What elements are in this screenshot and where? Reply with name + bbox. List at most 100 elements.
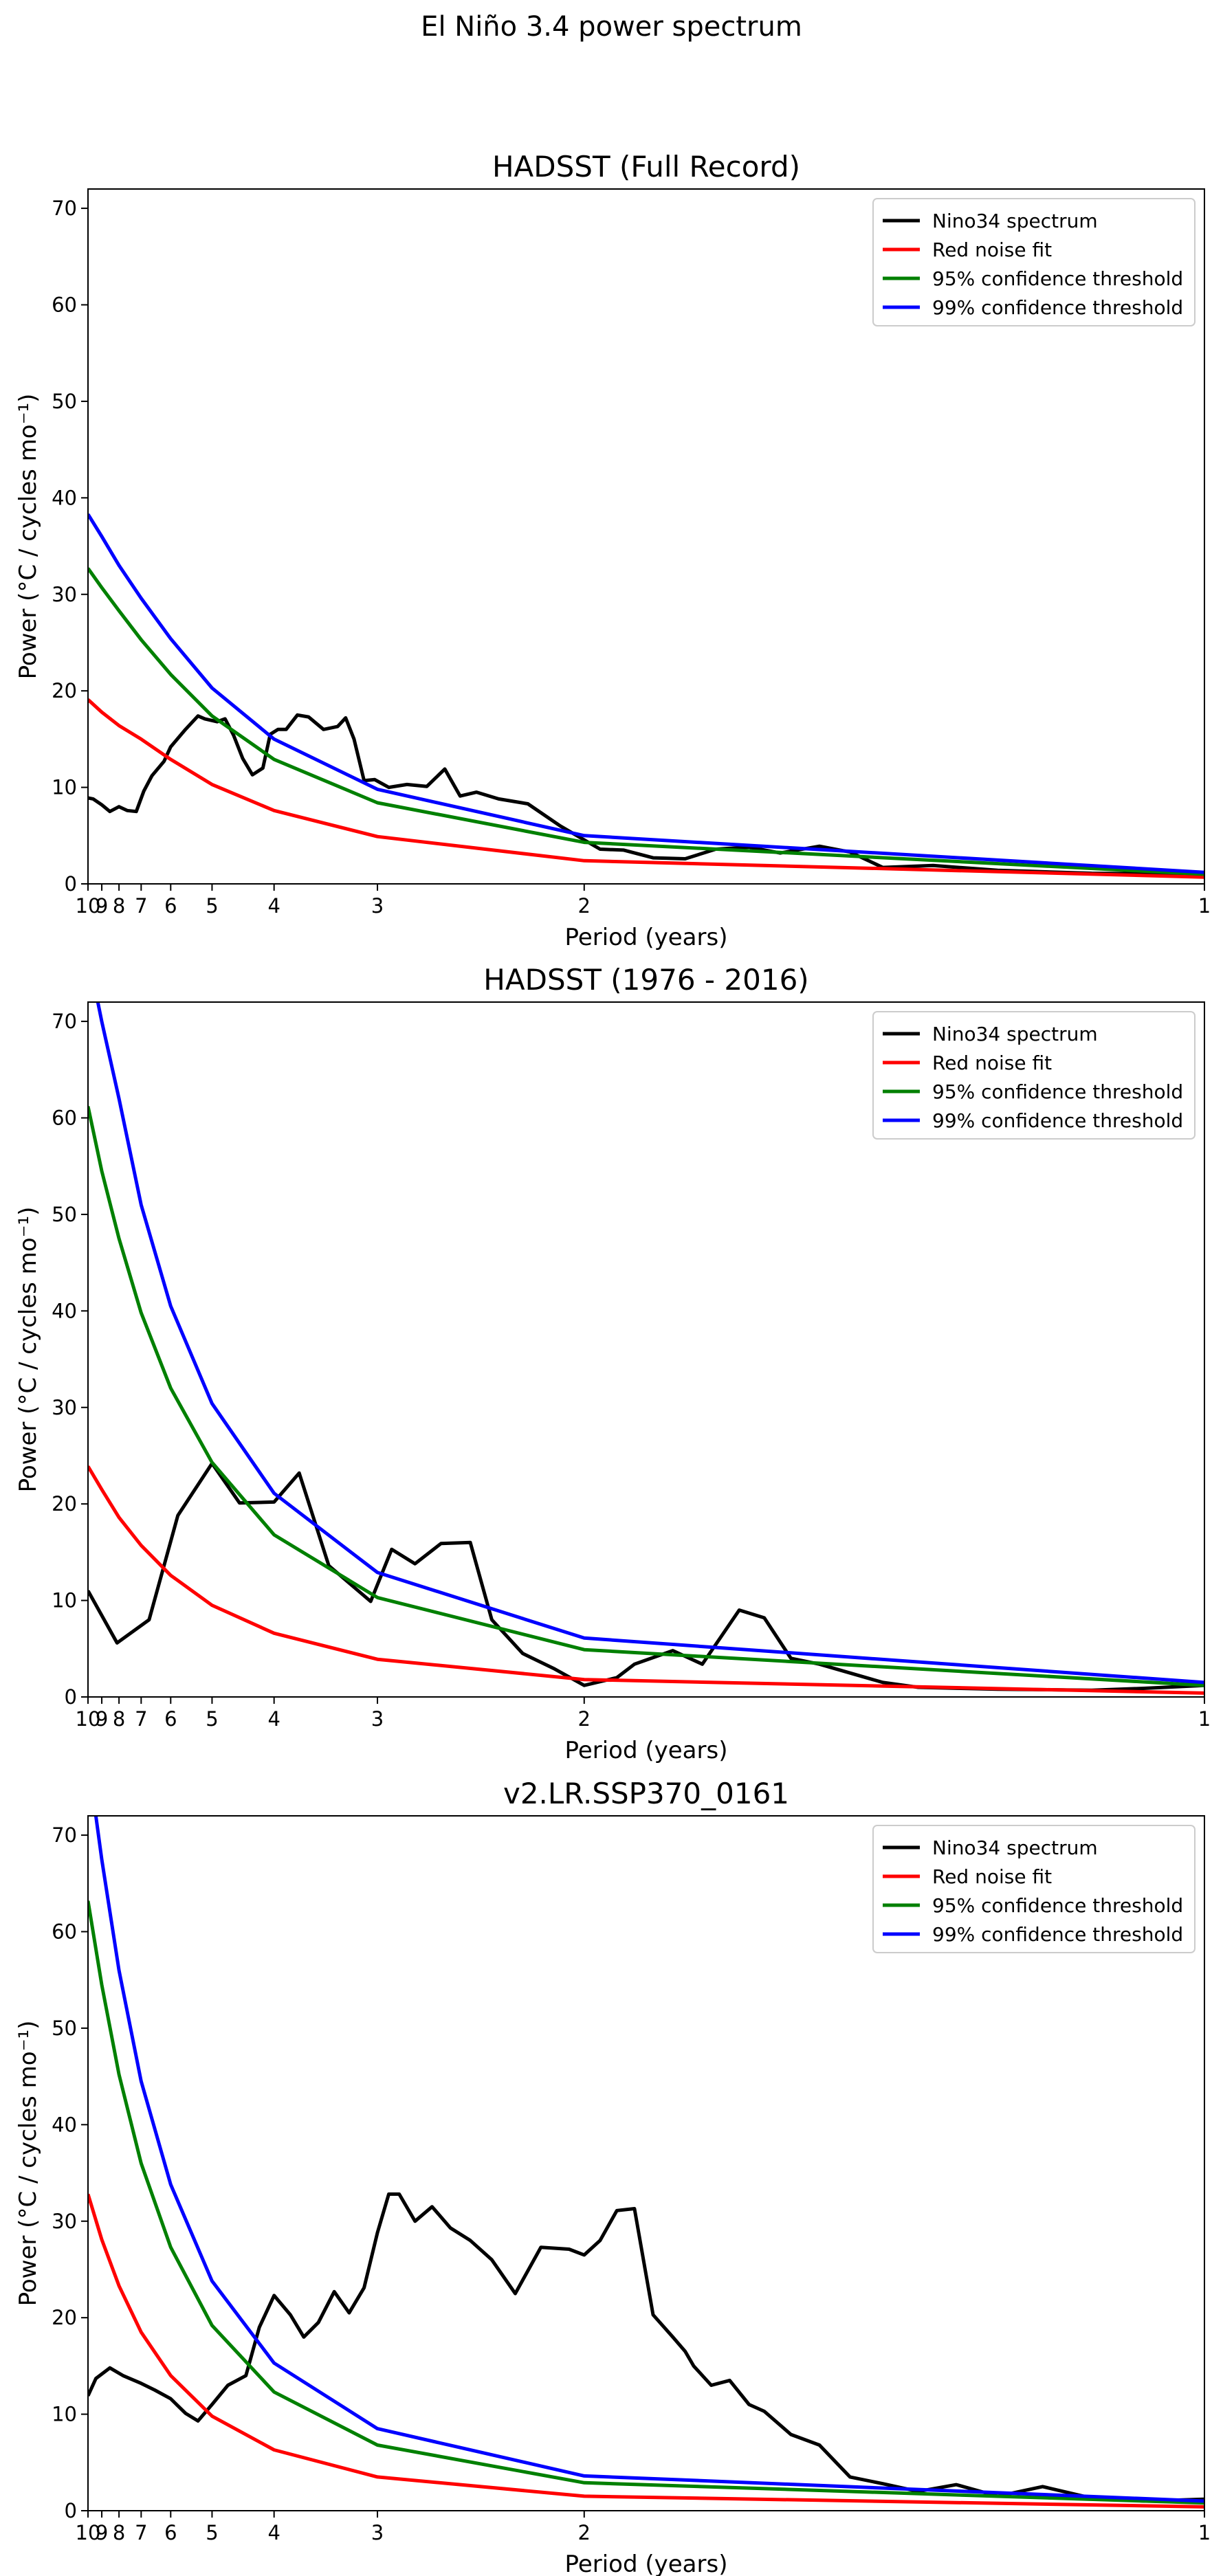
legend-label-conf99: 99% confidence threshold [932, 296, 1183, 319]
y-tick-label: 20 [52, 679, 77, 702]
x-axis-label: Period (years) [565, 924, 728, 951]
legend-label-conf95: 95% confidence threshold [932, 1894, 1183, 1917]
x-tick-label: 7 [135, 1707, 147, 1731]
y-tick-label: 30 [52, 2210, 77, 2233]
legend-label-conf99: 99% confidence threshold [932, 1923, 1183, 1946]
series-line-conf99 [93, 1816, 1204, 2503]
panels: HADSST (Full Record)109 8 7 6 5 4 3 2 1010203040… [14, 150, 1211, 2576]
series-group [88, 513, 1204, 879]
figure-suptitle: El Niño 3.4 power spectrum [421, 11, 802, 43]
x-axis-label: Period (years) [565, 1737, 728, 1764]
series-line-nino34 [88, 713, 1204, 876]
axes-frame [87, 1001, 1205, 1698]
legend-label-nino34: Nino34 spectrum [932, 1836, 1098, 1859]
legend-label-conf95: 95% confidence threshold [932, 1080, 1183, 1103]
x-tick-label: 8 [113, 894, 125, 918]
y-tick-label: 50 [52, 1203, 77, 1226]
axes-frame [87, 188, 1205, 885]
y-tick-label: 40 [52, 486, 77, 509]
series-line-red-noise [88, 698, 1204, 879]
x-tick-label: 3 [371, 894, 384, 918]
series-line-nino34 [88, 2192, 1204, 2503]
x-tick-label: 2 [578, 894, 591, 918]
y-axis-label: Power (°C / cycles mo⁻¹) [14, 394, 42, 680]
y-tick-label: 0 [65, 2499, 77, 2522]
series-line-red-noise [88, 2193, 1204, 2509]
legend-label-nino34: Nino34 spectrum [932, 210, 1098, 232]
legend-box [872, 1011, 1196, 1140]
x-tick-label: 3 [371, 1707, 384, 1731]
y-tick-label: 70 [52, 197, 77, 220]
x-tick-label: 9 [96, 1707, 108, 1731]
x-tick-label: 5 [206, 2521, 218, 2544]
legend-box [872, 1825, 1196, 1953]
y-tick-label: 50 [52, 390, 77, 413]
legend-label-conf95: 95% confidence threshold [932, 267, 1183, 290]
x-tick-label: 4 [267, 894, 280, 918]
chart-title: HADSST (1976 - 2016) [483, 963, 808, 997]
legend-label-red-noise: Red noise fit [932, 238, 1052, 261]
legend-box [872, 198, 1196, 326]
x-axis-label: Period (years) [565, 2551, 728, 2576]
y-tick-label: 40 [52, 2113, 77, 2136]
chart-panel-2: HADSST (1976 - 2016)109 8 7 6 5 4 3 2 1010203040… [14, 963, 1211, 1764]
legend-label-conf99: 99% confidence threshold [932, 1109, 1183, 1132]
x-tick-label: 2 [578, 2521, 591, 2544]
x-tick-label: 10 [76, 894, 101, 918]
legend-label-nino34: Nino34 spectrum [932, 1023, 1098, 1045]
x-tick-label: 8 [113, 2521, 125, 2544]
series-line-nino34 [88, 1461, 1204, 1692]
x-tick-label: 1 [1198, 894, 1211, 918]
y-tick-label: 30 [52, 583, 77, 606]
series-line-conf99 [88, 513, 1204, 874]
series-line-conf95 [88, 1106, 1204, 1687]
x-tick-label: 9 [96, 894, 108, 918]
x-tick-label: 5 [206, 894, 218, 918]
y-tick-label: 60 [52, 293, 77, 317]
y-tick-label: 70 [52, 1010, 77, 1033]
y-tick-label: 50 [52, 2017, 77, 2040]
series-group [88, 1002, 1204, 1695]
y-tick-label: 20 [52, 1492, 77, 1515]
y-tick-label: 60 [52, 1920, 77, 1944]
x-tick-label: 1 [1198, 2521, 1211, 2544]
x-tick-label: 10 [76, 2521, 101, 2544]
x-tick-label: 3 [371, 2521, 384, 2544]
chart-title: HADSST (Full Record) [492, 150, 800, 184]
x-tick-label: 7 [135, 894, 147, 918]
y-tick-label: 10 [52, 2403, 77, 2426]
series-line-conf95 [88, 1900, 1204, 2505]
series-line-conf99 [96, 1002, 1204, 1685]
y-tick-label: 40 [52, 1299, 77, 1322]
y-tick-label: 0 [65, 872, 77, 896]
y-tick-label: 60 [52, 1107, 77, 1130]
y-tick-label: 10 [52, 776, 77, 799]
legend: Nino34 spectrum Red noise fit 95% confiden… [872, 1011, 1196, 1140]
x-tick-label: 9 [96, 2521, 108, 2544]
y-axis-label: Power (°C / cycles mo⁻¹) [14, 1207, 42, 1493]
axes-frame [87, 1815, 1205, 2511]
series-line-red-noise [88, 1465, 1204, 1695]
x-tick-label: 4 [267, 1707, 280, 1731]
series-line-conf95 [88, 567, 1204, 876]
x-tick-label: 8 [113, 1707, 125, 1731]
y-tick-label: 30 [52, 1396, 77, 1419]
y-tick-label: 20 [52, 2306, 77, 2329]
legend-label-red-noise: Red noise fit [932, 1052, 1052, 1074]
x-tick-label: 6 [164, 894, 177, 918]
x-tick-label: 6 [164, 1707, 177, 1731]
x-tick-label: 6 [164, 2521, 177, 2544]
x-tick-label: 5 [206, 1707, 218, 1731]
x-tick-label: 1 [1198, 1707, 1211, 1731]
legend: Nino34 spectrum Red noise fit 95% confiden… [872, 198, 1196, 326]
x-tick-label: 10 [76, 1707, 101, 1731]
chart-title: v2.LR.SSP370_0161 [503, 1777, 789, 1810]
legend: Nino34 spectrum Red noise fit 95% confiden… [872, 1825, 1196, 1953]
y-tick-label: 0 [65, 1685, 77, 1709]
y-tick-label: 10 [52, 1589, 77, 1612]
y-axis-label: Power (°C / cycles mo⁻¹) [14, 2021, 42, 2307]
x-tick-label: 2 [578, 1707, 591, 1731]
series-group [88, 1816, 1204, 2509]
